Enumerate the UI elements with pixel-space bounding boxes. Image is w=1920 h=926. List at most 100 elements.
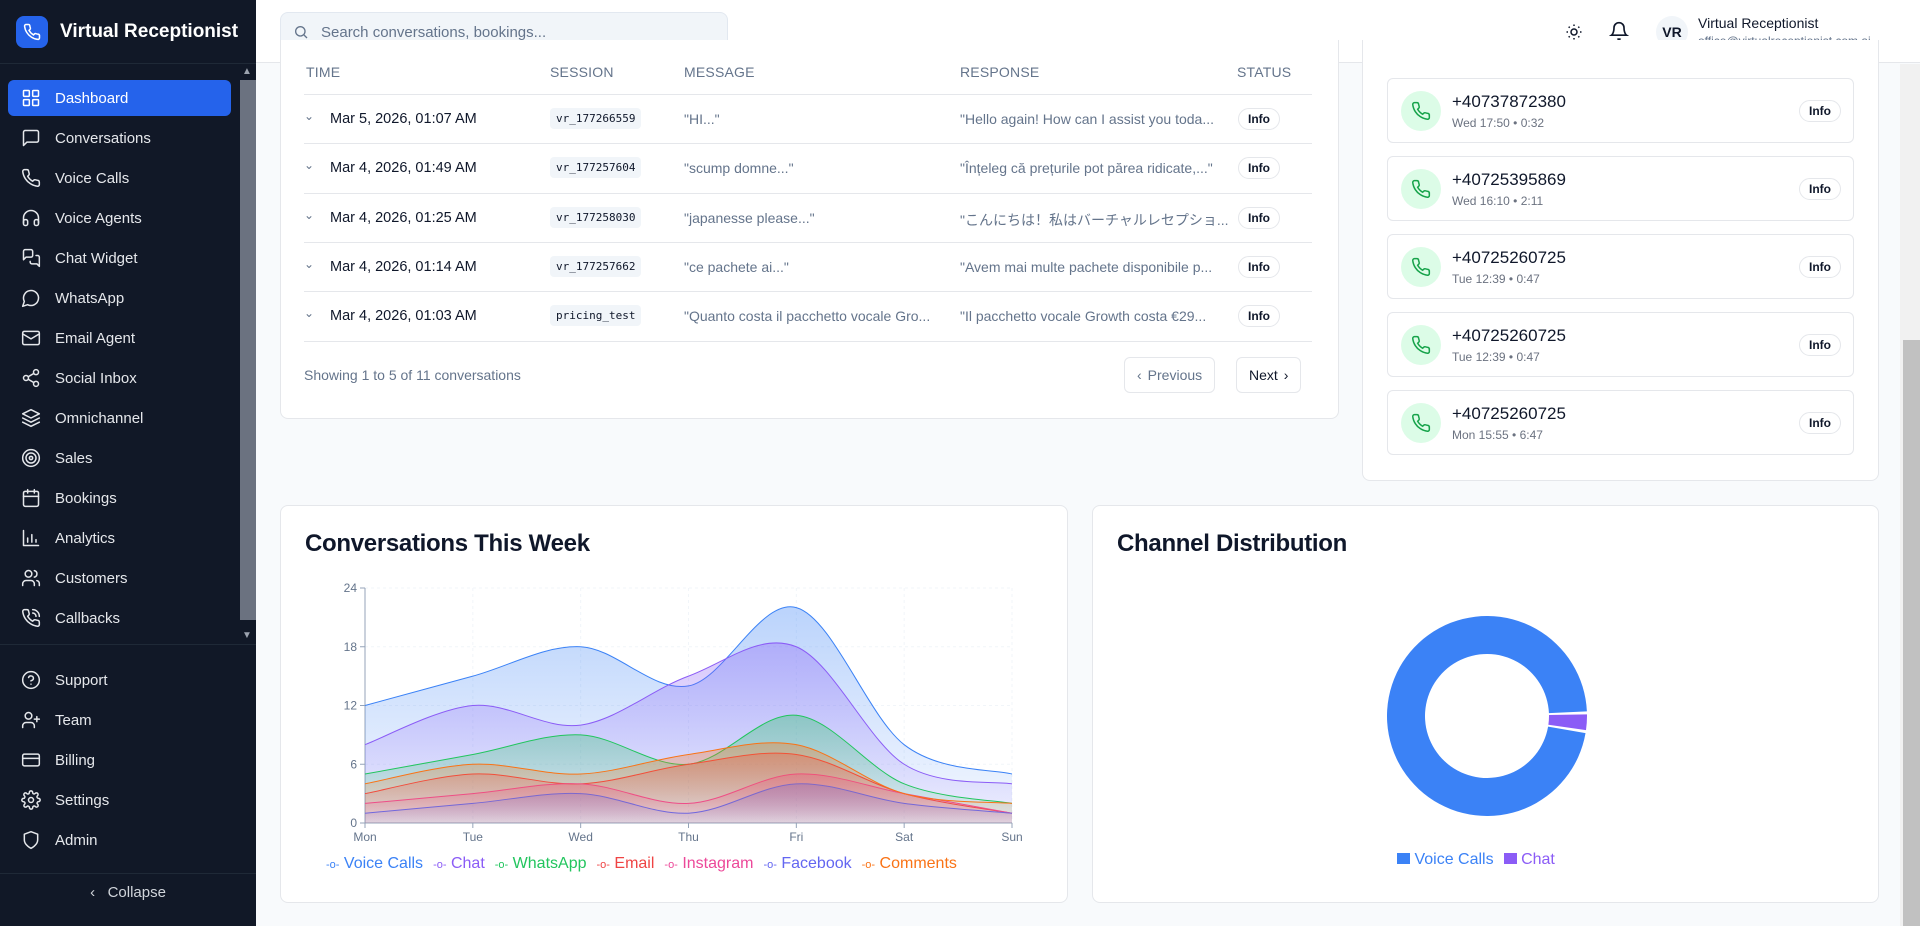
message-circle-icon	[21, 289, 40, 308]
response-cell: "Hello again! How can I assist you toda.…	[960, 111, 1214, 127]
sidebar-item-label: Support	[55, 671, 108, 689]
call-item[interactable]: +40725260725 Mon 15:55 • 6:47 Info	[1387, 390, 1854, 455]
sidebar-item-chat-widget[interactable]: Chat Widget	[8, 240, 231, 276]
session-badge: vr_177257662	[550, 255, 642, 277]
sidebar-item-label: Sales	[55, 449, 93, 467]
search-input[interactable]	[321, 23, 701, 41]
response-cell: "Il pacchetto vocale Growth costa €29...	[960, 308, 1207, 325]
pagination-info: Showing 1 to 5 of 11 conversations	[304, 367, 521, 383]
legend-item[interactable]: -o- Comments	[861, 855, 957, 872]
sidebar-item-sales[interactable]: Sales	[8, 440, 231, 476]
chat-widget-icon	[22, 248, 41, 268]
chevron-down-icon[interactable]: ⌄	[304, 109, 315, 123]
sidebar-item-settings[interactable]: Settings	[8, 782, 231, 818]
phone-number: +40725260725	[1452, 326, 1566, 345]
message-cell: "japanesse please..."	[684, 209, 815, 226]
message-cell: "scump domne..."	[684, 160, 794, 177]
legend-item[interactable]: Chat	[1503, 851, 1555, 869]
sidebar-item-bookings[interactable]: Bookings	[8, 480, 231, 516]
scroll-down-icon[interactable]: ▼	[242, 630, 252, 641]
sidebar-scrollbar[interactable]	[240, 80, 256, 620]
collapse-button[interactable]: ‹ Collapse	[90, 884, 166, 901]
conversations-card	[280, 40, 1339, 419]
call-item[interactable]: +40725395869 Wed 16:10 • 2:11 Info	[1387, 156, 1854, 221]
calendar-icon	[22, 488, 40, 508]
table-row[interactable]: ⌄ Mar 4, 2026, 01:25 AM vr_177258030 "japan…	[304, 192, 1312, 242]
sidebar-item-support[interactable]: Support	[8, 662, 231, 698]
sidebar-item-callbacks[interactable]: Callbacks	[8, 600, 231, 636]
previous-button[interactable]: ‹ Previous	[1124, 357, 1216, 393]
shield-icon	[23, 830, 39, 850]
call-item[interactable]: +40737872380 Wed 17:50 • 0:32 Info	[1387, 78, 1854, 143]
donut-legend: Voice Calls Chat	[1397, 851, 1555, 869]
chevron-down-icon[interactable]: ⌄	[304, 158, 315, 173]
sidebar-item-email-agent[interactable]: Email Agent	[8, 320, 231, 356]
time-cell: Mar 4, 2026, 01:14 AM	[330, 258, 477, 275]
logo[interactable]: Virtual Receptionist	[16, 16, 238, 48]
divider	[0, 873, 256, 874]
sidebar-item-omnichannel[interactable]: Omnichannel	[8, 400, 231, 436]
phone-number: +40725260725	[1452, 248, 1566, 267]
message-square-icon	[22, 129, 40, 147]
phone-icon	[1401, 169, 1441, 209]
legend-item[interactable]: -o- Instagram	[664, 855, 754, 872]
chevron-down-icon[interactable]: ⌄	[304, 306, 315, 321]
table-row[interactable]: ⌄ Mar 4, 2026, 01:14 AM vr_177257662 "ce pa…	[304, 241, 1312, 291]
divider	[0, 63, 256, 64]
table-row[interactable]: ⌄ Mar 4, 2026, 01:03 AM pricing_test "Quant…	[304, 291, 1312, 340]
bell-icon[interactable]	[1609, 20, 1629, 42]
call-meta: Tue 12:39 • 0:47	[1452, 350, 1540, 364]
legend-item[interactable]: -o- Email	[596, 855, 655, 872]
sidebar-item-social-inbox[interactable]: Social Inbox	[8, 360, 231, 396]
sidebar-item-customers[interactable]: Customers	[8, 560, 231, 596]
sidebar-item-voice-agents[interactable]: Voice Agents	[8, 200, 231, 236]
y-tick-label: 0	[350, 816, 357, 830]
sidebar-item-team[interactable]: Team	[8, 702, 231, 738]
slice-voice-calls[interactable]	[1387, 616, 1587, 816]
chart-legend: -o- Voice Calls -o- Chat -o- WhatsApp -o- E…	[326, 855, 957, 873]
legend-item[interactable]: -o- Chat	[433, 855, 485, 872]
legend-swatch	[1397, 853, 1410, 864]
legend-marker-icon: -o-	[664, 859, 678, 871]
donut-chart	[1387, 616, 1587, 816]
phone-number: +40725260725	[1452, 404, 1566, 423]
sidebar-item-analytics[interactable]: Analytics	[8, 520, 231, 556]
chevron-left-icon: ‹	[90, 884, 108, 901]
x-tick-label: Sat	[895, 830, 914, 844]
help-circle-icon	[21, 670, 41, 690]
legend-marker-icon: -o-	[861, 859, 876, 871]
legend-item[interactable]: -o- Facebook	[763, 855, 852, 872]
column-header-session: SESSION	[550, 64, 614, 80]
next-button[interactable]: Next ›	[1236, 357, 1302, 393]
sidebar-item-conversations[interactable]: Conversations	[8, 120, 231, 156]
chevron-left-icon: ‹	[1137, 367, 1142, 383]
sidebar-item-dashboard[interactable]: Dashboard	[8, 80, 231, 116]
legend-item[interactable]: -o- WhatsApp	[494, 855, 587, 872]
phone-icon	[1401, 403, 1441, 443]
legend-item[interactable]: Voice Calls	[1397, 851, 1494, 869]
sidebar-item-label: Admin	[55, 831, 98, 849]
share-icon	[22, 368, 40, 388]
call-meta: Mon 15:55 • 6:47	[1452, 428, 1543, 442]
legend-item[interactable]: -o- Voice Calls	[326, 855, 424, 872]
sidebar-item-billing[interactable]: Billing	[8, 742, 231, 778]
table-row[interactable]: ⌄ Mar 5, 2026, 01:07 AM vr_177266559 "HI...…	[304, 94, 1312, 143]
sidebar-item-label: Social Inbox	[55, 369, 137, 387]
column-header-status: STATUS	[1237, 64, 1292, 80]
legend-marker-icon: -o-	[494, 859, 509, 871]
chevron-down-icon[interactable]: ⌄	[304, 256, 315, 271]
page-scrollbar-thumb[interactable]	[1903, 340, 1920, 926]
sidebar-item-label: Email Agent	[55, 329, 136, 347]
scroll-up-icon[interactable]: ▲	[242, 66, 252, 77]
sidebar-item-label: Team	[55, 711, 92, 729]
table-row[interactable]: ⌄ Mar 4, 2026, 01:49 AM vr_177257604 "scump…	[304, 143, 1312, 192]
sidebar-item-admin[interactable]: Admin	[8, 822, 231, 858]
slice-chat[interactable]	[1548, 714, 1587, 731]
call-item[interactable]: +40725260725 Tue 12:39 • 0:47 Info	[1387, 312, 1854, 377]
call-item[interactable]: +40725260725 Tue 12:39 • 0:47 Info	[1387, 234, 1854, 299]
sidebar-item-voice-calls[interactable]: Voice Calls	[8, 160, 231, 196]
chevron-down-icon[interactable]: ⌄	[304, 207, 315, 222]
status-badge: Info	[1238, 305, 1280, 328]
sun-icon[interactable]	[1565, 23, 1583, 41]
sidebar-item-whatsapp[interactable]: WhatsApp	[8, 280, 231, 316]
